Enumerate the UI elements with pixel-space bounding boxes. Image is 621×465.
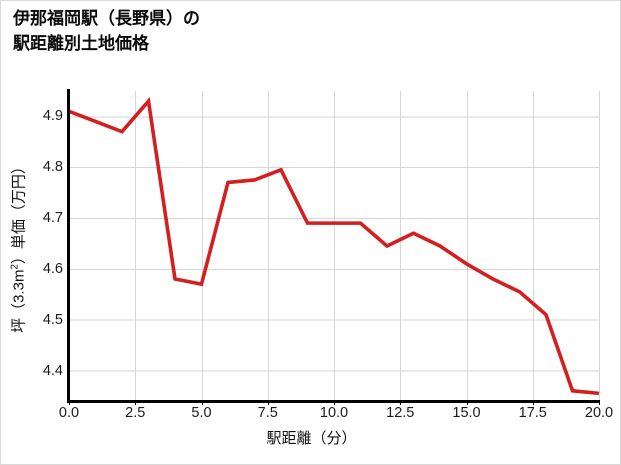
- x-tick-label: 0.0: [58, 405, 80, 421]
- x-tick-label: 5.0: [191, 405, 212, 421]
- y-axis-tick-labels: 4.4 4.5 4.6 4.7 4.8 4.9: [19, 1, 63, 464]
- x-tick-mark: [599, 401, 600, 405]
- page-title: 伊那福岡駅（長野県）の 駅距離別土地価格: [13, 9, 200, 53]
- x-tick-label: 15.0: [452, 405, 481, 421]
- x-tick-label: 7.5: [257, 405, 278, 421]
- y-tick-label: 4.7: [42, 210, 63, 227]
- y-axis-title-prefix: 坪（3.3m: [10, 269, 28, 333]
- x-tick-label: 2.5: [125, 405, 146, 421]
- x-tick-mark: [69, 401, 70, 405]
- data-series-line: [68, 97, 600, 396]
- x-axis-spine: [67, 400, 600, 403]
- x-tick-mark: [466, 401, 468, 405]
- y-tick-label: 4.9: [42, 108, 63, 125]
- y-axis-title-superscript: 2: [9, 264, 21, 270]
- x-axis-title: 駅距離（分）: [266, 430, 357, 447]
- gridlines: [69, 91, 600, 401]
- x-tick-mark: [135, 401, 137, 405]
- x-tick-mark: [532, 401, 534, 405]
- y-tick-label: 4.6: [42, 260, 63, 277]
- x-tick-label: 12.5: [386, 405, 415, 421]
- y-tick-label: 4.4: [42, 362, 63, 379]
- x-tick-label: 17.5: [518, 405, 547, 421]
- plot-area: [68, 91, 600, 401]
- x-tick-mark: [334, 401, 335, 405]
- y-tick-label: 4.8: [42, 159, 63, 176]
- y-axis-spine: [67, 89, 70, 403]
- y-tick-label: 4.5: [42, 311, 63, 328]
- x-tick-mark: [201, 401, 203, 405]
- x-tick-label: 20.0: [584, 405, 614, 421]
- x-tick-mark: [400, 401, 402, 405]
- y-axis-title: 坪（3.3m2）単価（万円）: [1, 91, 35, 401]
- y-axis-title-suffix: ）単価（万円）: [10, 159, 28, 265]
- x-tick-mark: [267, 401, 269, 405]
- x-tick-label: 10.0: [319, 405, 349, 421]
